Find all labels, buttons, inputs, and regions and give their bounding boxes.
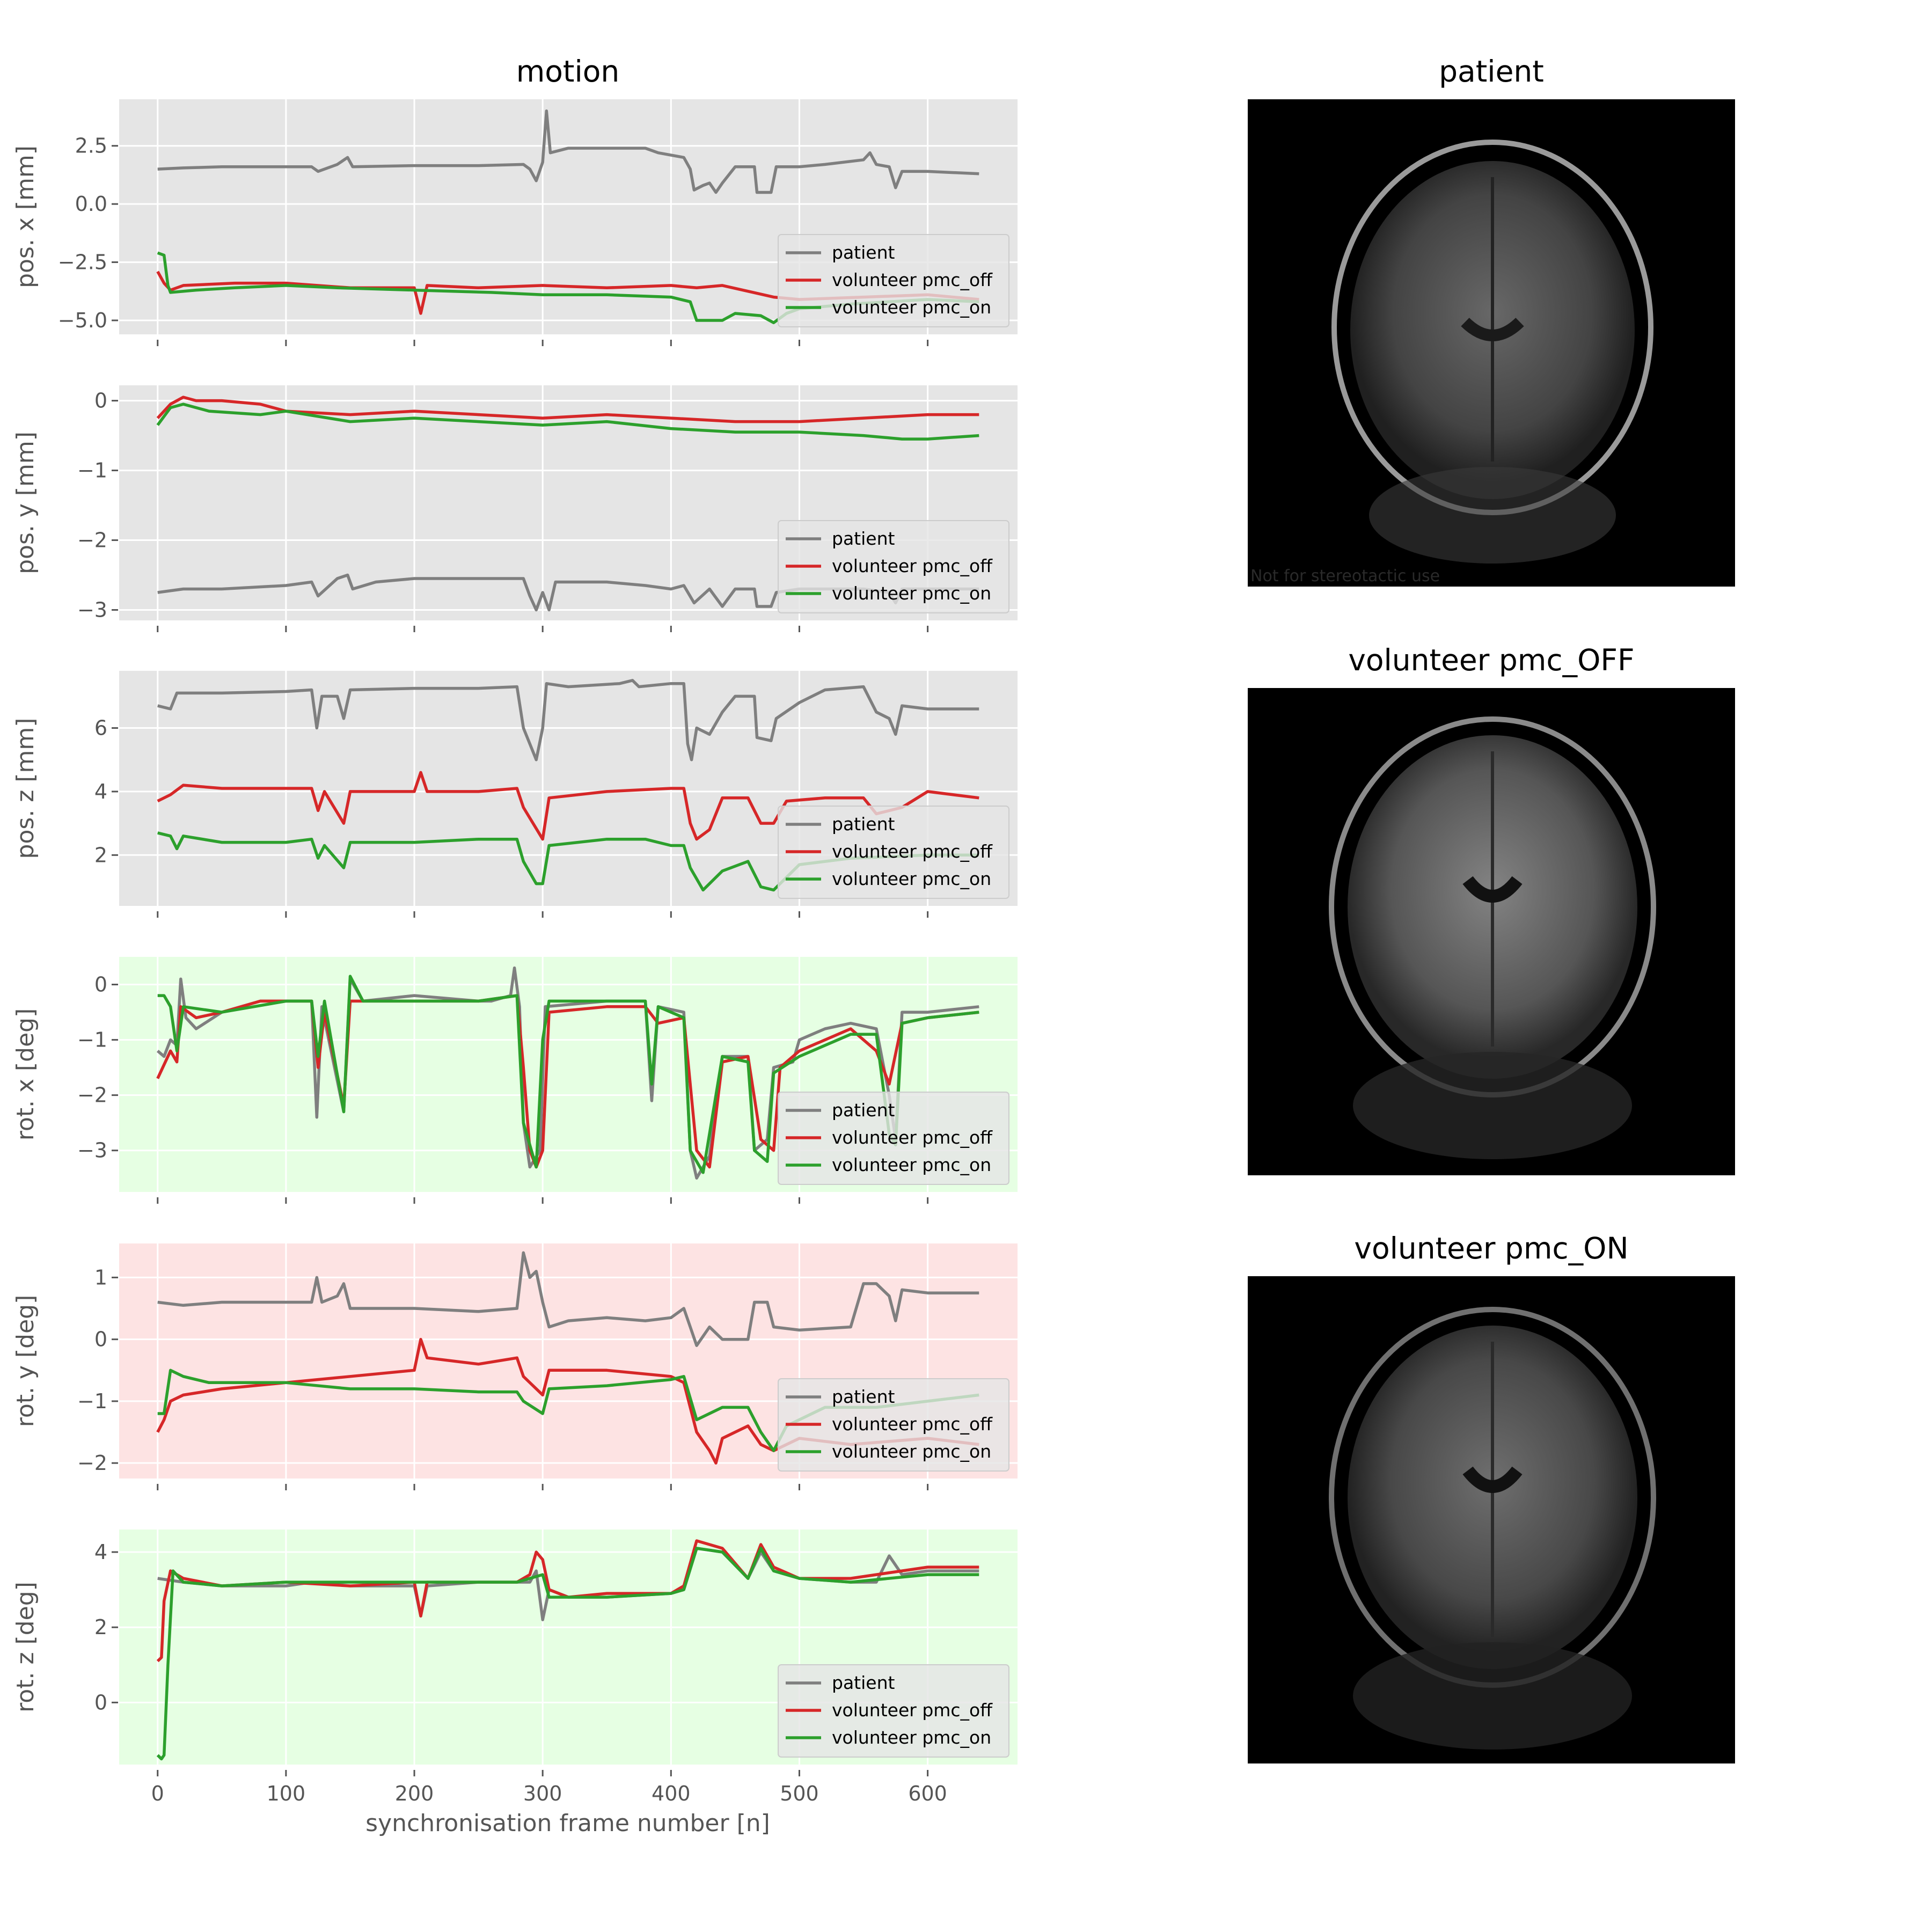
legend-box [778, 1092, 1009, 1185]
legend-label: patient [832, 1100, 895, 1121]
series-line-volunteer-pmc_on [156, 402, 979, 441]
series-group [157, 679, 979, 892]
motion-panel-2: −3 −2 −1 0 pos. y [mm] patient volunteer pmc_o… [12, 385, 1018, 632]
y-tick-label: 4 [94, 1540, 107, 1564]
legend-label: patient [832, 242, 895, 263]
legend-label: patient [832, 528, 895, 549]
series-line-volunteer-pmc_off [157, 771, 979, 841]
y-tick-label: −2 [77, 1084, 107, 1107]
motion-panel-6: 0 100 200 300 400 500 600 0 2 4 rot. z [deg] patien… [12, 1529, 1018, 1805]
legend-box [778, 1378, 1009, 1472]
y-tick-label: 0 [94, 389, 107, 413]
series-line-patient [157, 109, 979, 194]
legend-label: volunteer pmc_off [832, 1700, 993, 1721]
y-tick-label: 2.5 [75, 134, 107, 158]
series-line-volunteer-pmc_on [156, 1547, 979, 1761]
motion-panels: −5.0 −2.5 0.0 2.5 pos. x [mm] patient voluntee… [12, 99, 1018, 1805]
series-line-volunteer-pmc_off [156, 396, 979, 423]
series-line-patient [157, 679, 979, 762]
legend-box [778, 806, 1009, 899]
y-tick-label: 0 [94, 1328, 107, 1351]
legend: patient volunteer pmc_off volunteer pmc_on [778, 1092, 1009, 1185]
y-tick-label: −2.5 [58, 251, 107, 274]
y-tick-label: 2 [94, 843, 107, 867]
y-tick-label: −1 [77, 1028, 107, 1052]
x-tick-label: 500 [780, 1782, 819, 1805]
y-axis-label: rot. y [deg] [12, 1295, 39, 1428]
legend-box [778, 1664, 1009, 1758]
motion-panel-4: −3 −2 −1 0 rot. x [deg] patient volunteer pmc_… [12, 957, 1018, 1204]
y-tick-label: −3 [77, 598, 107, 622]
legend-label: volunteer pmc_on [832, 583, 991, 604]
series-line-volunteer-pmc_on [157, 975, 979, 1174]
x-tick-label: 0 [151, 1782, 164, 1805]
y-tick-label: 0 [94, 973, 107, 997]
motion-panel-1: −5.0 −2.5 0.0 2.5 pos. x [mm] patient voluntee… [12, 99, 1018, 346]
motion-title: motion [516, 54, 620, 89]
y-tick-label: 0 [94, 1690, 107, 1714]
y-tick-label: 2 [94, 1615, 107, 1639]
legend-label: volunteer pmc_off [832, 1414, 993, 1435]
series-group [156, 1539, 979, 1761]
x-tick-label: 400 [652, 1782, 691, 1805]
mri-images: patient Not for stereotactic use volunte… [1248, 54, 1735, 1763]
patient-image: patient Not for stereotactic use [1248, 54, 1735, 587]
y-tick-label: −2 [77, 1451, 107, 1475]
y-axis-label: pos. y [mm] [12, 431, 39, 574]
legend-label: volunteer pmc_off [832, 1127, 993, 1148]
y-tick-label: −1 [77, 1389, 107, 1413]
series-line-volunteer-pmc_off [156, 1337, 979, 1465]
motion-panel-5: −2 −1 0 1 rot. y [deg] patient volunteer pmc_o… [12, 1243, 1018, 1490]
legend-label: volunteer pmc_on [832, 1154, 991, 1175]
legend: patient volunteer pmc_off volunteer pmc_on [778, 1378, 1009, 1472]
y-tick-label: −3 [77, 1139, 107, 1162]
y-tick-label: 6 [94, 716, 107, 740]
x-axis-label: synchronisation frame number [n] [365, 1810, 770, 1837]
volunteer-pmc-on-image-title: volunteer pmc_ON [1354, 1231, 1628, 1265]
y-axis-label: pos. x [mm] [12, 145, 39, 288]
volunteer-pmc-on-image: volunteer pmc_ON [1248, 1231, 1735, 1763]
x-tick-label: 600 [908, 1782, 947, 1805]
legend-label: patient [832, 814, 895, 835]
legend-box [778, 234, 1009, 327]
y-axis-label: pos. z [mm] [12, 718, 39, 859]
y-tick-label: 0.0 [75, 192, 107, 216]
patient-image-title: patient [1439, 54, 1544, 89]
legend-label: patient [832, 1386, 895, 1407]
patient-image-watermark: Not for stereotactic use [1250, 567, 1440, 586]
series-line-volunteer-pmc_off [156, 994, 979, 1169]
x-tick-label: 100 [267, 1782, 306, 1805]
legend-label: volunteer pmc_on [832, 1441, 991, 1462]
y-axis-label: rot. x [deg] [12, 1008, 39, 1141]
x-tick-label: 300 [523, 1782, 562, 1805]
series-line-patient [157, 1251, 979, 1347]
series-group [156, 966, 979, 1180]
legend-box [778, 520, 1009, 613]
y-tick-label: −1 [77, 459, 107, 482]
legend-label: volunteer pmc_off [832, 555, 993, 576]
legend: patient volunteer pmc_off volunteer pmc_on [778, 806, 1009, 899]
legend-label: volunteer pmc_on [832, 297, 991, 318]
legend-label: patient [832, 1672, 895, 1693]
legend: patient volunteer pmc_off volunteer pmc_on [778, 234, 1009, 327]
legend: patient volunteer pmc_off volunteer pmc_on [778, 1664, 1009, 1758]
legend-label: volunteer pmc_off [832, 269, 993, 290]
legend-label: volunteer pmc_off [832, 841, 993, 862]
series-line-volunteer-pmc_on [157, 831, 979, 892]
motion-panel-3: 2 4 6 pos. z [mm] patient volunteer pmc_offvo… [12, 671, 1018, 918]
y-tick-label: 4 [94, 780, 107, 803]
y-tick-label: −2 [77, 529, 107, 552]
volunteer-pmc-off-image: volunteer pmc_OFF [1248, 643, 1735, 1175]
legend-label: volunteer pmc_on [832, 1727, 991, 1748]
x-tick-label: 200 [395, 1782, 434, 1805]
legend-label: volunteer pmc_on [832, 868, 991, 889]
legend: patient volunteer pmc_off volunteer pmc_on [778, 520, 1009, 613]
y-tick-label: 1 [94, 1265, 107, 1289]
y-axis-label: rot. z [deg] [12, 1582, 39, 1713]
volunteer-pmc-off-image-title: volunteer pmc_OFF [1348, 643, 1634, 677]
y-tick-label: −5.0 [58, 309, 107, 332]
